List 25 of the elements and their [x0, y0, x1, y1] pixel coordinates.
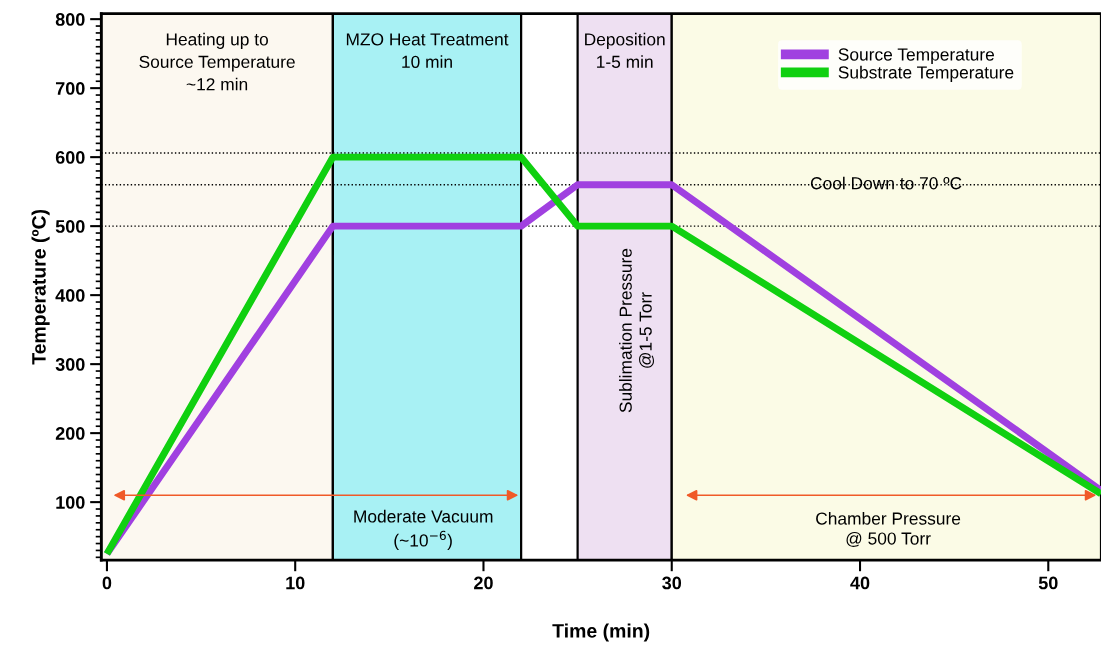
legend-label: Substrate Temperature	[838, 65, 1014, 82]
band-label: Deposition 1-5 min	[585, 32, 665, 68]
x-tick-label: 20	[474, 576, 493, 590]
band-label: MZO Heat Treatment 10 min	[346, 33, 509, 68]
x-tick-label: 50	[1038, 576, 1058, 590]
y-tick-label: 400	[55, 289, 85, 302]
x-tick-label: 0	[102, 576, 112, 590]
annotation: Sublimation Pressure @1-5 Torr	[619, 248, 654, 413]
legend-label: Source Temperature	[838, 48, 995, 65]
y-axis-title: Temperature (ºC)	[31, 209, 50, 365]
x-axis-title: Time (min)	[552, 623, 650, 642]
y-tick-label: 300	[55, 358, 85, 371]
y-tick-label: 600	[55, 151, 85, 164]
y-tick-label: 800	[55, 13, 85, 26]
x-tick-label: 30	[662, 576, 682, 590]
y-tick-label: 500	[55, 220, 85, 233]
y-tick-label: 100	[56, 496, 85, 509]
annotation: Moderate Vacuum (~10$^{−6}$)	[354, 509, 493, 551]
ref-line-label: Cool Down to 70 ºC	[810, 176, 962, 190]
band-label: Heating up to Source Temperature ~12 min	[139, 32, 295, 91]
y-tick-label: 200	[55, 427, 85, 440]
y-tick-label: 700	[55, 82, 85, 95]
annotation: Chamber Pressure @ 500 Torr	[816, 511, 961, 547]
x-tick-label: 10	[286, 576, 305, 590]
x-tick-label: 40	[850, 576, 870, 590]
